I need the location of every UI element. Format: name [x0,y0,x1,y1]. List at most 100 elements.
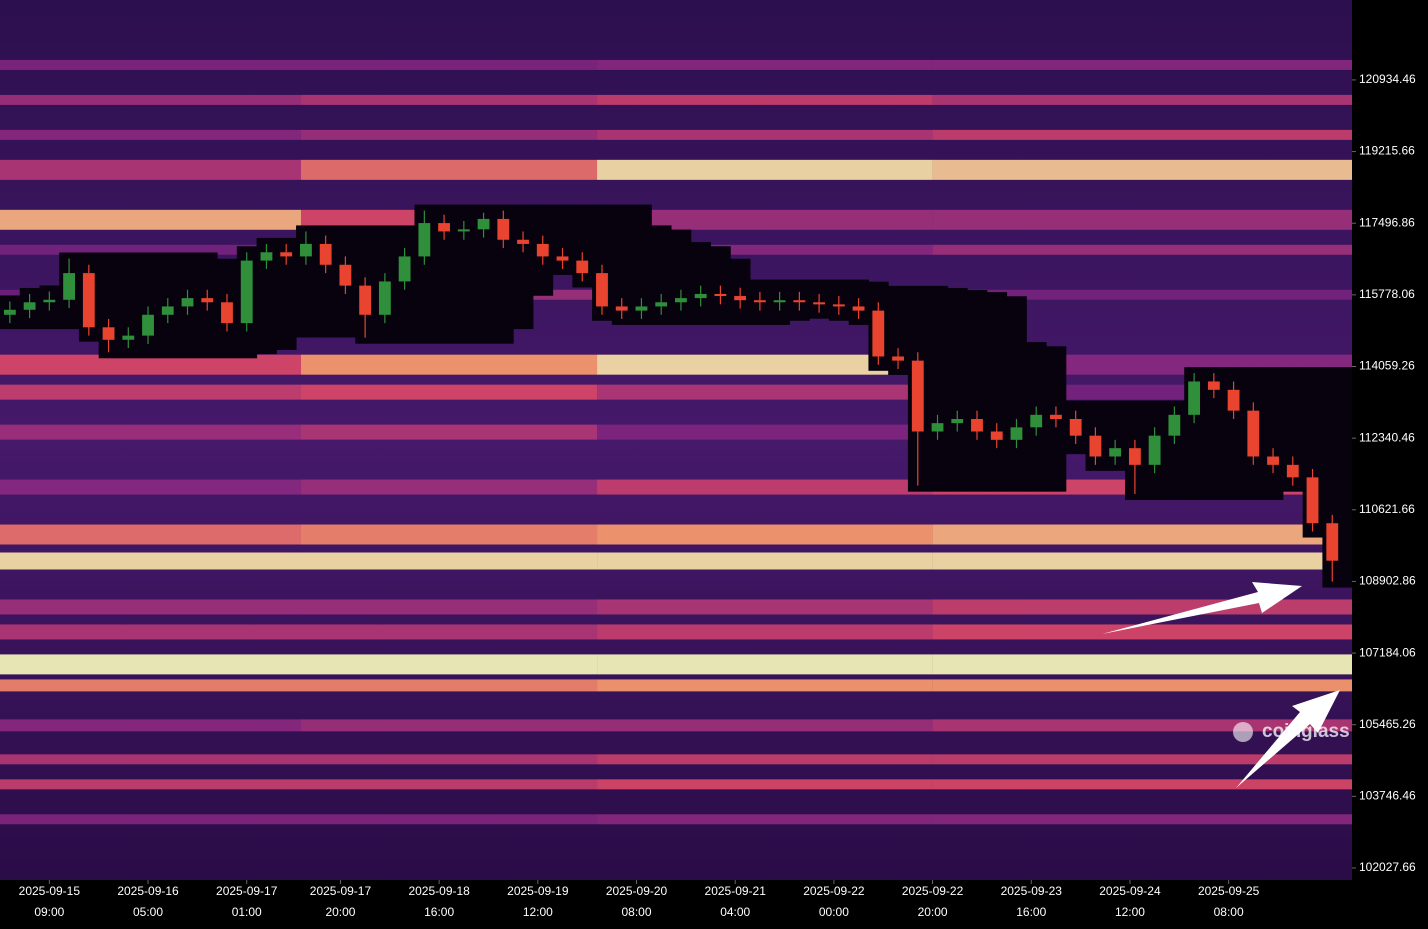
heat-band [0,479,301,495]
x-tick-label: 12:00 [1115,905,1145,919]
cleared-zone [651,225,672,325]
y-axis-panel [1352,0,1428,924]
candle-body [1247,410,1260,457]
cleared-zone [1006,296,1027,492]
candle-body [852,306,865,311]
heat-band [932,552,1352,570]
y-tick-label: 115778.06 [1359,287,1415,301]
cleared-zone [453,204,475,344]
heat-band [597,479,933,495]
candle-body [1188,381,1201,415]
y-tick-label: 117496.86 [1359,215,1415,229]
candle-body [300,243,312,257]
cleared-zone [671,229,692,325]
candle-body [1030,414,1043,428]
cleared-zone [611,204,633,325]
candle-body [82,273,95,328]
candle-body [872,310,885,357]
cleared-zone [434,204,455,344]
candle-body [635,306,648,311]
heat-band [597,624,933,640]
heat-band [932,779,1352,790]
heat-band [597,754,933,765]
candle-body [1168,414,1181,436]
heat-band [0,129,301,140]
x-tick-label: 2025-09-16 [117,884,179,898]
heat-band [932,244,1352,255]
arrow [1102,582,1302,634]
heat-band [300,754,598,765]
y-tick-label: 108902.86 [1359,574,1416,588]
candle-body [319,243,332,265]
heat-band [300,159,598,180]
candle-body [3,309,16,315]
candle-body [1089,435,1102,457]
x-tick-label: 2025-09-17 [310,884,372,898]
heat-band [300,779,598,790]
candle-body [398,256,411,282]
candle-body [201,298,214,303]
candle-body [734,296,747,301]
y-tick-label: 103746.46 [1359,789,1416,803]
heat-band [300,129,598,140]
x-tick-label: 00:00 [819,905,849,919]
cleared-zone [1263,367,1284,501]
cleared-area [0,204,1352,588]
heat-band [932,814,1352,825]
candle-body [971,418,983,432]
candle-body [1207,381,1220,390]
candle-body [221,302,233,324]
candle-body [1109,448,1122,457]
x-tick-label: 2025-09-19 [507,884,569,898]
y-tick-label: 114059.26 [1359,359,1415,373]
candle-body [43,299,56,303]
heat-band [597,719,933,732]
cleared-zone [256,237,277,355]
candle-body [1128,448,1141,465]
watermark-logo [1233,722,1253,742]
x-tick-label: 2025-09-20 [606,884,668,898]
y-tick-label: 107184.06 [1359,645,1416,659]
heat-band [932,599,1352,615]
heat-band [300,624,598,640]
x-tick-label: 01:00 [232,905,262,919]
heat-band [597,384,933,400]
candle-body [596,273,608,307]
heat-band [597,524,933,545]
cleared-zone [888,285,909,375]
candle-body [655,302,668,307]
candle-body [418,223,431,257]
x-tick-label: 20:00 [918,905,948,919]
x-tick-label: 2025-09-24 [1099,884,1161,898]
x-tick-label: 2025-09-21 [705,884,767,898]
candle-body [1148,435,1161,465]
x-tick-label: 16:00 [424,905,454,919]
cleared-zone [690,242,712,325]
y-tick-label: 120934.46 [1359,72,1416,86]
heat-band [300,354,598,375]
heat-band [0,814,301,825]
heat-band [0,599,301,615]
heat-band [300,552,598,570]
heat-band [597,129,933,140]
heat-band [597,779,933,790]
heat-band [300,59,598,70]
heat-band [0,209,301,230]
candle-body [240,260,253,324]
heat-band [932,524,1352,545]
candle-body [1286,464,1299,478]
candle-body [1227,389,1240,411]
cleared-zone [276,237,297,350]
heat-band [0,654,301,675]
y-tick-label: 110621.66 [1359,502,1415,516]
heat-band [932,94,1352,105]
heat-band [300,384,598,400]
candle-body [517,239,529,244]
heat-band [300,719,598,732]
cleared-zone [986,292,1008,492]
x-tick-label: 05:00 [133,905,163,919]
x-tick-label: 09:00 [34,905,64,919]
candle-body [576,260,589,274]
x-tick-label: 2025-09-17 [216,884,278,898]
candle-body [675,298,687,303]
